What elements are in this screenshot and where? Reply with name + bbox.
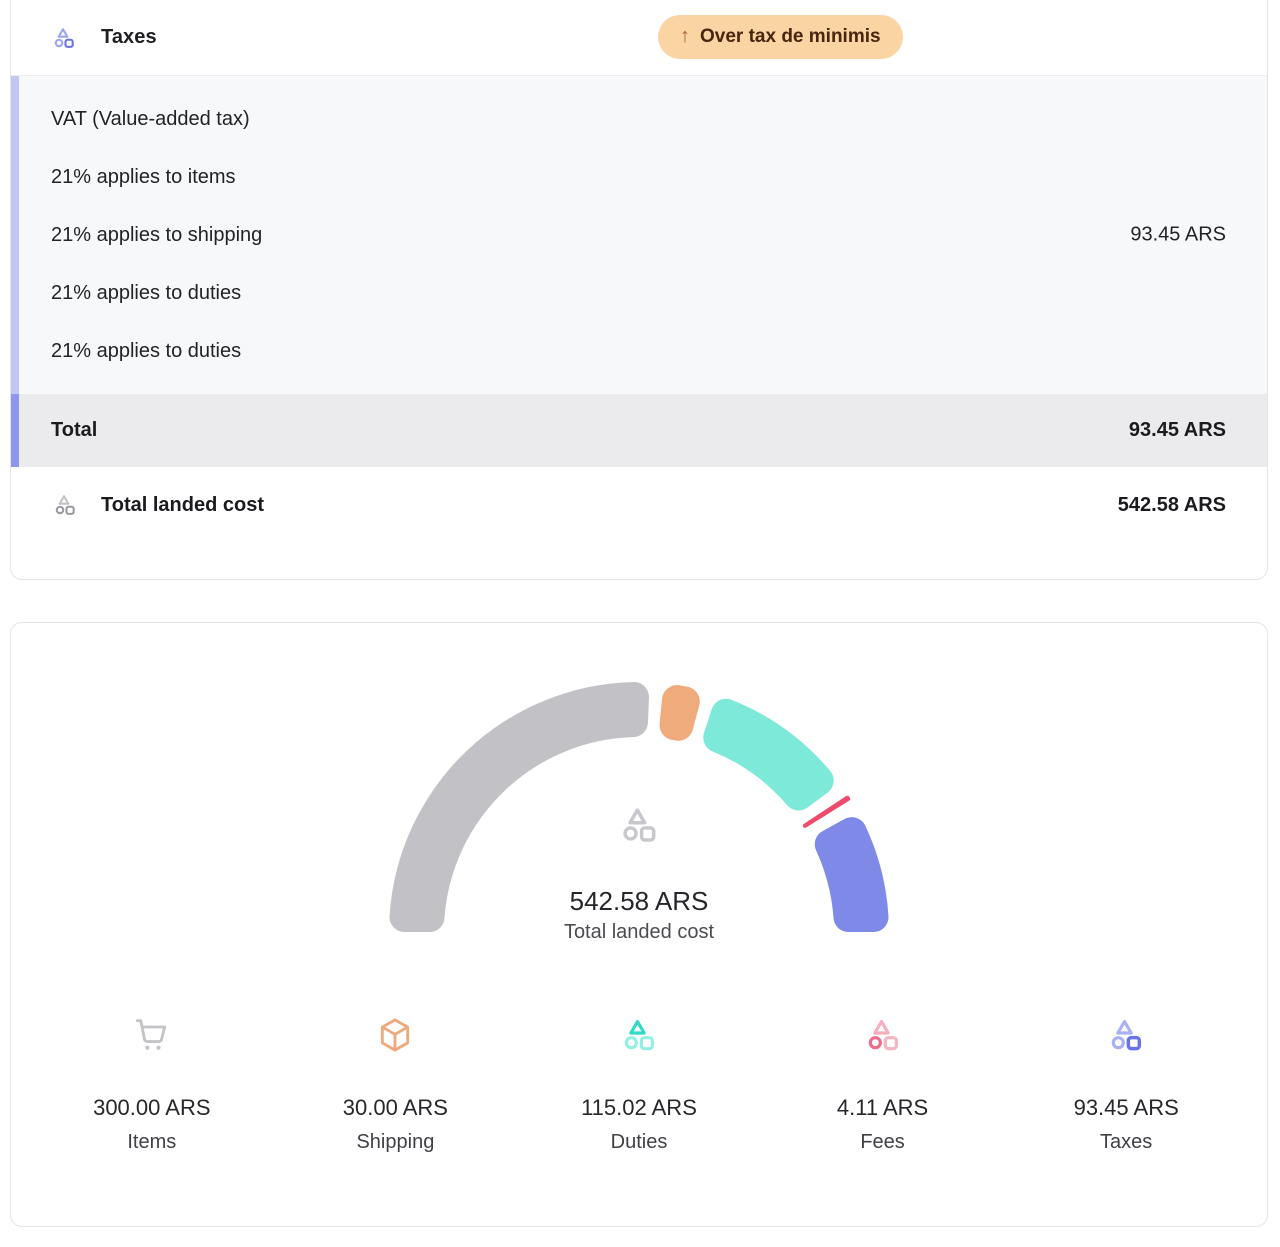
gauge-legend: 300.00 ARS Items 30.00 ARS Shipping 115.… — [11, 1015, 1267, 1154]
total-label: Total — [51, 419, 98, 441]
package-icon — [381, 1018, 410, 1052]
over-de-minimis-badge: ↑ Over tax de minimis — [658, 15, 903, 59]
total-landed-cost-row: Total landed cost 542.58 ARS — [11, 467, 1267, 579]
vat-amount: 93.45 ARS — [1130, 223, 1226, 246]
vat-detail-block: VAT (Value-added tax) 21% applies to ite… — [11, 76, 1267, 394]
items-amount: 300.00 ARS — [93, 1095, 211, 1120]
taxes-title: Taxes — [101, 26, 157, 48]
gauge-segment-fees — [802, 795, 851, 828]
shapes-icon-pink — [868, 1019, 898, 1051]
taxes-card: Taxes ↑ Over tax de minimis VAT (Value-a… — [10, 0, 1268, 580]
vat-line-items: 21% applies to items — [51, 165, 236, 188]
legend-item-shipping: 30.00 ARS Shipping — [274, 1015, 518, 1154]
legend-item-items: 300.00 ARS Items — [30, 1015, 274, 1154]
cost-breakdown-card: 542.58 ARS Total landed cost 300.00 ARS … — [10, 622, 1268, 1227]
total-amount: 93.45 ARS — [1128, 419, 1226, 441]
duties-amount: 115.02 ARS — [581, 1095, 697, 1120]
badge-label: Over tax de minimis — [700, 26, 881, 47]
gauge-segment-items — [389, 682, 650, 933]
vat-line-title: VAT (Value-added tax) — [51, 107, 250, 130]
legend-item-duties: 115.02 ARS Duties — [517, 1015, 761, 1154]
landed-cost-label: Total landed cost — [101, 493, 264, 516]
gauge-segment-shipping — [659, 685, 700, 741]
vat-line-shipping: 21% applies to shipping — [51, 223, 263, 246]
gauge-center-value: 542.58 ARS — [569, 886, 709, 916]
shipping-label: Shipping — [356, 1131, 435, 1153]
gauge-segment-duties — [703, 698, 834, 811]
taxes-total-row: Total 93.45 ARS — [11, 394, 1267, 467]
taxes-header-row: Taxes ↑ Over tax de minimis — [11, 0, 1267, 76]
taxes-amount: 93.45 ARS — [1073, 1095, 1179, 1120]
gauge-center-shapes-icon — [623, 808, 656, 842]
cart-icon — [135, 1019, 166, 1050]
items-label: Items — [127, 1131, 177, 1153]
vat-line-duties-2: 21% applies to duties — [51, 339, 242, 362]
shipping-amount: 30.00 ARS — [342, 1095, 448, 1120]
arrow-up-icon: ↑ — [680, 24, 690, 47]
legend-item-fees: 4.11 ARS Fees — [761, 1015, 1005, 1154]
gauge-chart — [389, 682, 889, 933]
duties-label: Duties — [610, 1131, 668, 1153]
gauge-center-label: Total landed cost — [563, 921, 715, 943]
landed-cost-amount: 542.58 ARS — [1117, 493, 1226, 516]
taxes-label: Taxes — [1100, 1131, 1153, 1153]
vat-accent-stripe — [11, 76, 19, 394]
total-accent-stripe — [11, 394, 19, 467]
taxes-shapes-icon — [54, 27, 74, 48]
legend-item-taxes: 93.45 ARS Taxes — [1004, 1015, 1248, 1154]
fees-amount: 4.11 ARS — [836, 1095, 929, 1120]
fees-label: Fees — [860, 1131, 905, 1153]
vat-line-duties-1: 21% applies to duties — [51, 281, 242, 304]
landed-cost-shapes-icon — [55, 495, 75, 515]
shapes-icon-teal — [624, 1019, 654, 1051]
shapes-icon-indigo — [1111, 1019, 1142, 1051]
gauge-segment-taxes — [814, 817, 889, 933]
